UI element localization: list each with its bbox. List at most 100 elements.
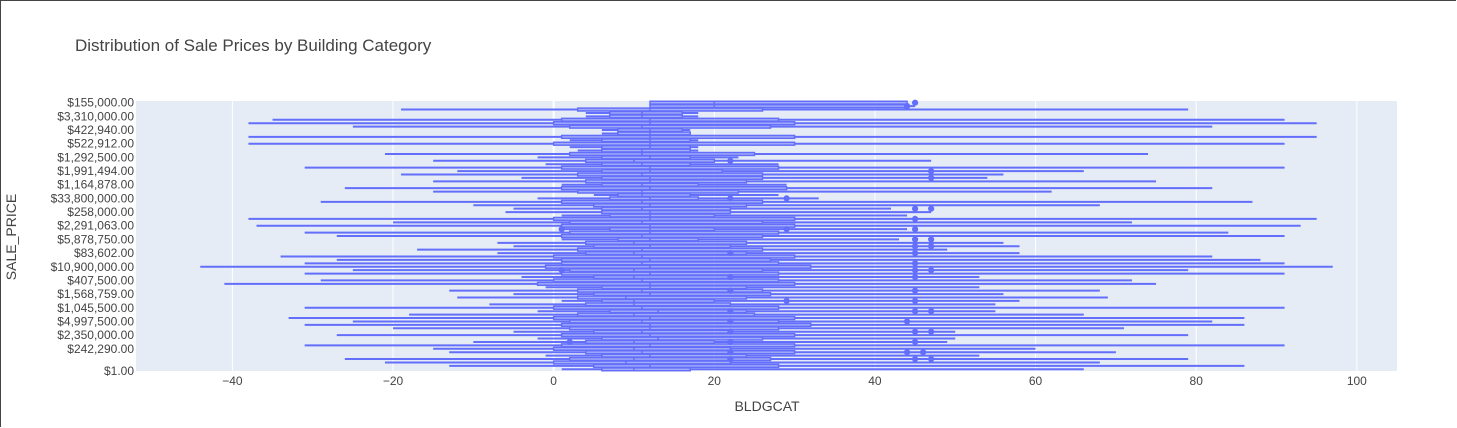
outlier-point[interactable] bbox=[727, 355, 734, 363]
box-mark[interactable] bbox=[433, 179, 1157, 184]
box-mark[interactable] bbox=[336, 332, 1189, 338]
iqr-box bbox=[601, 336, 764, 341]
iqr-box bbox=[552, 305, 780, 310]
outlier-point[interactable] bbox=[928, 267, 935, 274]
iqr-box bbox=[560, 332, 796, 338]
iqr-box bbox=[609, 114, 683, 119]
outlier-point[interactable] bbox=[911, 260, 919, 267]
y-tick-label: $1,292,500.00 bbox=[57, 150, 134, 164]
iqr-box bbox=[593, 363, 780, 369]
outlier-point[interactable] bbox=[928, 167, 935, 175]
x-tick-label: −40 bbox=[222, 374, 243, 388]
box-mark[interactable] bbox=[537, 196, 819, 201]
box-mark[interactable] bbox=[513, 244, 1020, 249]
outlier-point[interactable] bbox=[928, 308, 935, 315]
box-mark[interactable] bbox=[537, 309, 996, 314]
outlier-point[interactable] bbox=[727, 308, 734, 315]
outlier-points bbox=[558, 99, 935, 363]
box-mark[interactable] bbox=[473, 203, 1100, 208]
box-mark[interactable] bbox=[304, 322, 1245, 328]
iqr-box bbox=[649, 103, 908, 109]
outlier-point[interactable] bbox=[911, 297, 919, 305]
outlier-point[interactable] bbox=[920, 349, 927, 356]
iqr-box bbox=[601, 175, 764, 181]
box-mark[interactable] bbox=[585, 110, 699, 116]
box-mark[interactable] bbox=[409, 312, 1084, 317]
outlier-point[interactable] bbox=[783, 226, 790, 233]
outlier-point[interactable] bbox=[727, 273, 734, 281]
outlier-point[interactable] bbox=[911, 267, 919, 274]
x-tick-label: 40 bbox=[868, 374, 882, 388]
outlier-point[interactable] bbox=[928, 174, 935, 181]
iqr-box bbox=[552, 216, 796, 222]
box-mark[interactable] bbox=[649, 100, 908, 105]
outlier-point[interactable] bbox=[928, 205, 935, 212]
box-mark[interactable] bbox=[384, 151, 1149, 157]
iqr-box bbox=[601, 162, 691, 167]
outlier-point[interactable] bbox=[911, 243, 919, 250]
chart-title: Distribution of Sale Prices by Building … bbox=[75, 36, 432, 55]
outlier-point[interactable] bbox=[558, 267, 565, 274]
outlier-point[interactable] bbox=[911, 308, 919, 315]
iqr-box bbox=[601, 144, 691, 150]
iqr-box bbox=[601, 353, 748, 358]
outlier-point[interactable] bbox=[903, 318, 911, 325]
outlier-point[interactable] bbox=[911, 249, 919, 257]
box-mark[interactable] bbox=[248, 216, 1317, 222]
outlier-point[interactable] bbox=[903, 103, 911, 110]
box-mark[interactable] bbox=[352, 267, 1189, 273]
outlier-point[interactable] bbox=[928, 355, 935, 363]
iqr-box bbox=[577, 295, 748, 300]
outlier-point[interactable] bbox=[911, 236, 919, 243]
outlier-point[interactable] bbox=[911, 355, 919, 363]
outlier-point[interactable] bbox=[911, 226, 919, 233]
outlier-point[interactable] bbox=[783, 195, 790, 202]
iqr-box bbox=[585, 302, 732, 307]
outlier-point[interactable] bbox=[727, 318, 734, 325]
y-tick-label: $522,912.00 bbox=[67, 137, 134, 151]
iqr-box bbox=[568, 124, 772, 129]
iqr-box bbox=[568, 151, 756, 157]
iqr-box bbox=[536, 281, 796, 287]
iqr-box bbox=[552, 360, 732, 365]
box-mark[interactable] bbox=[569, 138, 699, 143]
box-mark[interactable] bbox=[248, 134, 1317, 140]
outlier-point[interactable] bbox=[911, 273, 919, 281]
outlier-point[interactable] bbox=[558, 226, 565, 233]
outlier-point[interactable] bbox=[928, 243, 935, 250]
outlier-point[interactable] bbox=[911, 287, 919, 294]
box-mark[interactable] bbox=[449, 288, 1100, 293]
iqr-box bbox=[585, 350, 796, 355]
outlier-point[interactable] bbox=[928, 236, 935, 243]
outlier-point[interactable] bbox=[727, 328, 734, 335]
box-mark[interactable] bbox=[593, 192, 779, 198]
box-mark[interactable] bbox=[457, 168, 1084, 174]
outlier-point[interactable] bbox=[911, 215, 919, 223]
iqr-box bbox=[585, 250, 748, 256]
y-tick-label: $1,991,494.00 bbox=[57, 164, 134, 178]
box-mark[interactable] bbox=[256, 223, 1301, 228]
outlier-point[interactable] bbox=[727, 157, 734, 164]
outlier-point[interactable] bbox=[911, 328, 919, 335]
box-mark[interactable] bbox=[336, 257, 1261, 263]
box-mark[interactable] bbox=[304, 271, 1285, 276]
outlier-point[interactable] bbox=[911, 338, 919, 346]
outlier-point[interactable] bbox=[566, 338, 573, 346]
box-mark[interactable] bbox=[649, 103, 916, 109]
box-mark[interactable] bbox=[352, 319, 1213, 324]
iqr-box bbox=[585, 339, 716, 345]
outlier-point[interactable] bbox=[911, 99, 919, 106]
box-mark[interactable] bbox=[200, 264, 1333, 269]
outlier-point[interactable] bbox=[903, 349, 911, 356]
box-mark[interactable] bbox=[304, 305, 1285, 310]
outlier-point[interactable] bbox=[727, 287, 734, 294]
outlier-point[interactable] bbox=[727, 195, 734, 202]
outlier-point[interactable] bbox=[783, 297, 790, 305]
outlier-point[interactable] bbox=[911, 205, 919, 212]
y-tick-label: $407,500.00 bbox=[67, 273, 134, 287]
outlier-point[interactable] bbox=[928, 328, 935, 335]
outlier-point[interactable] bbox=[727, 249, 734, 257]
outlier-point[interactable] bbox=[727, 349, 734, 356]
outlier-point[interactable] bbox=[727, 338, 734, 346]
box-mark[interactable] bbox=[433, 189, 1052, 194]
